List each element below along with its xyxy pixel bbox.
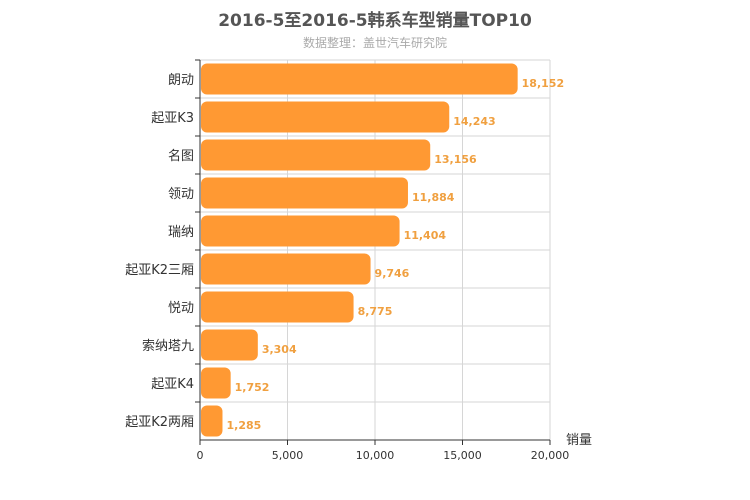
bar bbox=[201, 291, 354, 323]
category-label: 起亚K2三厢 bbox=[125, 263, 194, 278]
x-tick-label: 10,000 bbox=[356, 449, 395, 462]
x-axis-title: 销量 bbox=[566, 433, 592, 448]
bar bbox=[201, 367, 231, 399]
bar bbox=[201, 101, 450, 133]
x-tick-label: 15,000 bbox=[443, 449, 482, 462]
data-label: 3,304 bbox=[262, 343, 297, 356]
data-label: 9,746 bbox=[375, 267, 410, 280]
data-label: 13,156 bbox=[434, 153, 477, 166]
data-label: 1,285 bbox=[226, 419, 261, 432]
data-label: 14,243 bbox=[453, 115, 495, 128]
bar bbox=[201, 253, 371, 285]
chart-subtitle: 数据整理：盖世汽车研究院 bbox=[302, 36, 447, 50]
bar bbox=[201, 177, 408, 209]
category-label: 起亚K3 bbox=[151, 111, 194, 126]
bar bbox=[201, 139, 431, 171]
category-label: 起亚K2两厢 bbox=[125, 415, 194, 430]
data-label: 11,884 bbox=[412, 191, 455, 204]
bar bbox=[201, 63, 518, 95]
data-label: 8,775 bbox=[358, 305, 393, 318]
category-label: 朗动 bbox=[168, 73, 194, 88]
data-label: 11,404 bbox=[404, 229, 447, 242]
data-label: 1,752 bbox=[235, 381, 270, 394]
bar bbox=[201, 329, 258, 361]
chart-title: 2016-5至2016-5韩系车型销量TOP10 bbox=[218, 11, 532, 31]
category-label: 瑞纳 bbox=[168, 225, 194, 240]
bar bbox=[201, 405, 223, 437]
x-tick-label: 0 bbox=[197, 449, 204, 462]
category-label: 悦动 bbox=[168, 301, 194, 316]
data-label: 18,152 bbox=[522, 77, 564, 90]
category-label: 索纳塔九 bbox=[142, 339, 194, 354]
bar bbox=[201, 215, 400, 247]
category-label: 领动 bbox=[168, 187, 194, 202]
x-tick-label: 20,000 bbox=[531, 449, 570, 462]
category-label: 起亚K4 bbox=[151, 377, 194, 392]
x-tick-label: 5,000 bbox=[272, 449, 304, 462]
category-label: 名图 bbox=[168, 148, 194, 164]
